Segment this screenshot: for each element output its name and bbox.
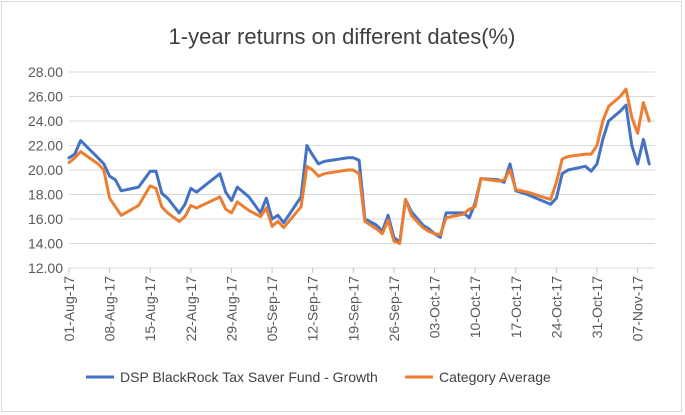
legend: DSP BlackRock Tax Saver Fund - Growth Cat… [86,369,551,385]
x-tick-label: 17-Oct-17 [508,276,524,338]
series-line-1 [67,87,651,245]
y-tick-label: 16.00 [28,211,63,227]
y-tick-label: 24.00 [28,113,63,129]
x-tick-label: 08-Aug-17 [102,276,118,342]
series-lines [67,87,651,245]
x-axis: 01-Aug-17 08-Aug-17 15-Aug-17 22-Aug-17 29-A… [61,268,646,341]
legend-label-1: Category Average [439,369,551,385]
x-tick-label: 07-Nov-17 [630,276,646,342]
y-tick-label: 28.00 [28,64,63,80]
x-tick-label: 12-Sep-17 [305,276,321,342]
x-tick-label: 19-Sep-17 [345,276,361,342]
y-axis: 12.00 14.00 16.00 18.00 20.00 22.00 24.00 26.00… [28,64,63,276]
x-tick-label: 26-Sep-17 [386,276,402,342]
x-tick-label: 24-Oct-17 [548,276,564,338]
y-tick-label: 22.00 [28,138,63,154]
y-tick-label: 18.00 [28,187,63,203]
x-tick-label: 10-Oct-17 [467,276,483,338]
series-line-0 [67,103,651,244]
legend-label-0: DSP BlackRock Tax Saver Fund - Growth [120,369,378,385]
x-tick-label: 03-Oct-17 [427,276,443,338]
y-tick-label: 20.00 [28,162,63,178]
x-tick-label: 22-Aug-17 [183,276,199,342]
x-tick-label: 31-Oct-17 [589,276,605,338]
gridlines [69,71,655,269]
chart-title: 1-year returns on different dates(%) [169,24,516,49]
y-tick-label: 26.00 [28,89,63,105]
y-tick-label: 14.00 [28,236,63,252]
x-tick-label: 01-Aug-17 [61,276,77,342]
x-tick-label: 05-Sep-17 [264,276,280,342]
x-tick-label: 29-Aug-17 [223,276,239,342]
y-tick-label: 12.00 [28,260,63,276]
x-tick-label: 15-Aug-17 [142,276,158,342]
